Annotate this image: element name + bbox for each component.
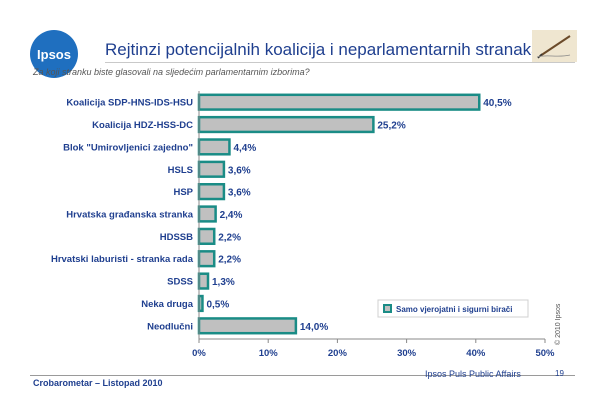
category-label: Hrvatski laburisti - stranka rada	[51, 254, 194, 265]
x-tick-label: 20%	[328, 348, 348, 359]
category-label: SDSS	[167, 277, 193, 288]
bar	[197, 183, 226, 201]
legend: Samo vjerojatni i sigurni birači	[377, 299, 529, 318]
x-tick-label: 30%	[397, 348, 417, 359]
value-label: 14,0%	[300, 322, 328, 333]
footer-divider	[30, 375, 575, 376]
survey-question: Za koji stranku biste glasovali na sljed…	[33, 67, 310, 77]
value-label: 3,6%	[228, 165, 251, 176]
value-label: 40,5%	[483, 98, 511, 109]
bars-layer: Koalicija SDP-HNS-IDS-HSU 40,5% Koalicija …	[51, 93, 512, 335]
bar	[197, 317, 298, 335]
bar	[197, 93, 481, 111]
legend-label: Samo vjerojatni i sigurni birači	[396, 305, 512, 314]
x-tick-label: 40%	[466, 348, 486, 359]
value-label: 4,4%	[233, 143, 256, 154]
value-label: 1,3%	[212, 277, 235, 288]
value-label: 0,5%	[206, 299, 229, 310]
value-label: 3,6%	[228, 188, 251, 199]
bar	[197, 160, 226, 178]
bar	[197, 250, 216, 268]
category-label: Blok "Umirovljenici zajedno"	[63, 142, 193, 153]
bar	[197, 138, 231, 156]
x-tick-label: 10%	[259, 348, 279, 359]
category-label: Hrvatska građanska stranka	[66, 210, 193, 221]
bar	[197, 272, 210, 290]
value-label: 2,2%	[218, 255, 241, 266]
category-label: HSP	[173, 187, 193, 198]
category-label: HDSSB	[160, 232, 193, 243]
logo-text: Ipsos	[37, 46, 71, 62]
footer-source: Crobarometar – Listopad 2010	[33, 378, 163, 388]
category-label: Koalicija SDP-HNS-IDS-HSU	[66, 98, 193, 109]
footer-company: Ipsos Puls Public Affairs	[425, 369, 521, 379]
bar	[197, 294, 204, 313]
ipsos-logo: Ipsos	[30, 30, 78, 78]
page-title: Rejtinzi potencijalnih koalicija i nepar…	[105, 40, 541, 59]
x-tick-label: 50%	[535, 348, 555, 359]
legend-swatch	[383, 304, 392, 313]
pen-icon	[532, 30, 577, 62]
category-label: Neodlučni	[147, 321, 193, 332]
value-label: 25,2%	[377, 121, 405, 132]
category-label: Neka druga	[141, 299, 193, 310]
x-tick-label: 0%	[192, 348, 206, 359]
copyright-note: © 2010 Ipsos	[555, 303, 562, 345]
bar	[197, 205, 217, 223]
page-number: 19	[555, 369, 564, 378]
title-divider	[105, 62, 575, 63]
value-label: 2,4%	[220, 210, 243, 221]
legend-box	[377, 299, 529, 318]
category-label: HSLS	[168, 165, 193, 176]
category-label: Koalicija HDZ-HSS-DC	[92, 120, 193, 131]
bar	[197, 227, 216, 245]
x-axis: 0% 10% 20% 30% 40% 50%	[192, 91, 555, 359]
value-label: 2,2%	[218, 232, 241, 243]
bar	[197, 115, 375, 134]
